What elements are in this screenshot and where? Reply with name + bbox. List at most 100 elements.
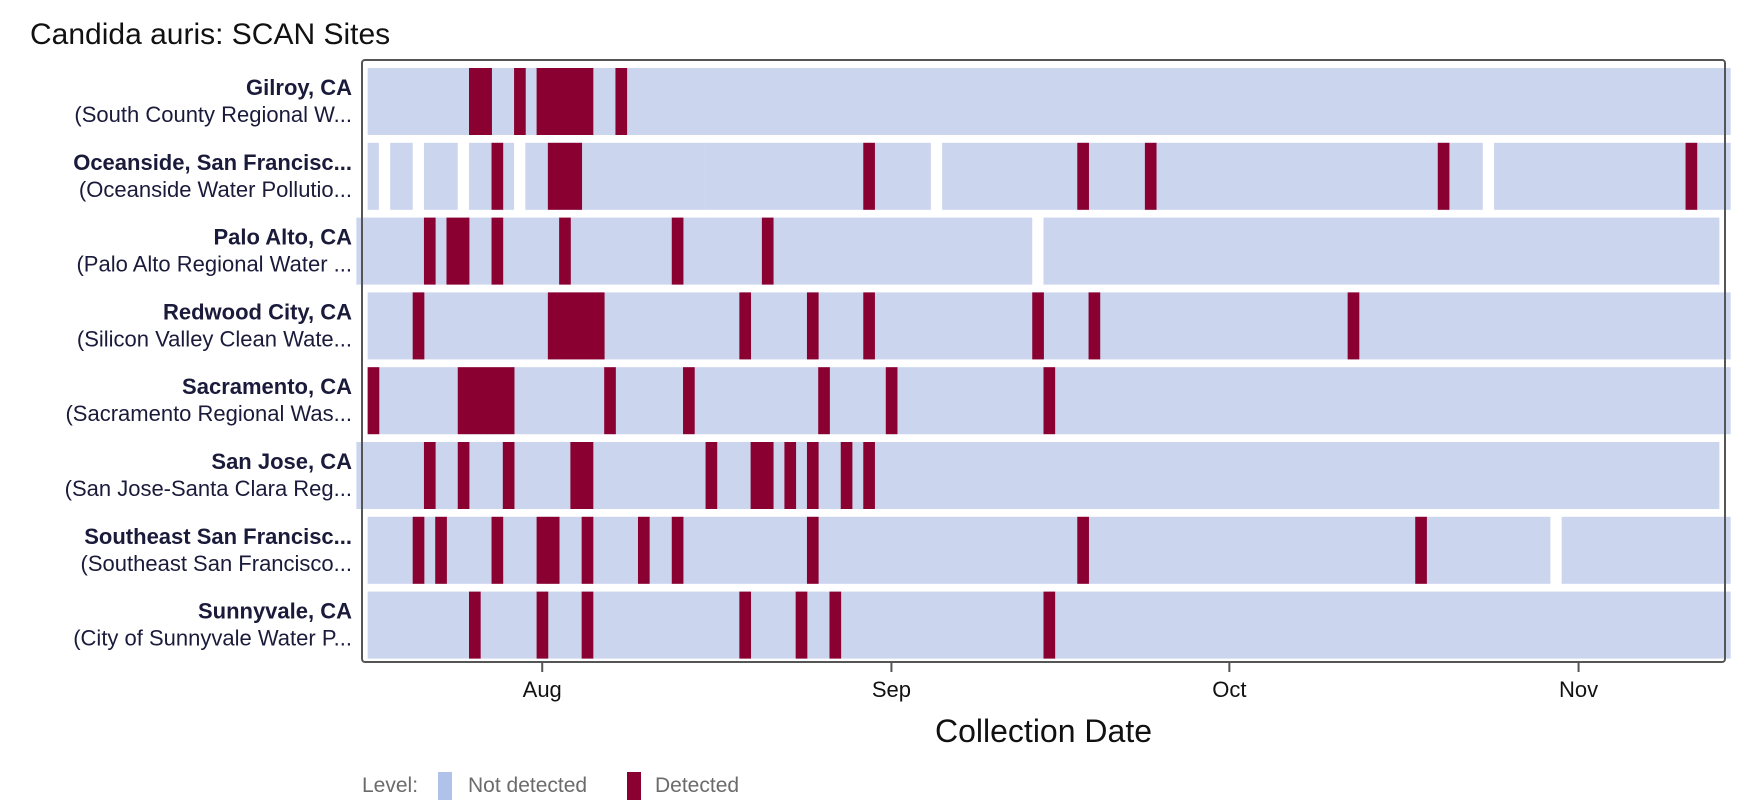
detected-cell [1077,516,1089,584]
legend-label-not-detected: Not detected [468,774,587,797]
detected-cell [446,217,459,285]
detected-cell [412,516,425,584]
not-detected-segment [390,142,413,210]
detected-cell [581,442,594,509]
detected-cell [570,442,583,509]
detected-cell [559,217,571,285]
detected-cell [547,142,560,210]
detected-cell [705,442,718,509]
detected-cell [806,442,819,509]
detected-cell [1043,367,1056,435]
detected-cell [795,591,808,659]
detected-cell [367,367,380,435]
heatmap-row [356,217,1720,285]
detected-cell [739,292,752,360]
legend-label-detected: Detected [655,774,739,797]
detected-cell [570,292,583,360]
site-name-label: Palo Alto, CA [213,225,352,250]
detected-cell [559,292,571,360]
heatmap-row [356,442,1720,509]
legend-swatch-not-detected [438,772,452,800]
detected-cell [840,442,853,509]
not-detected-segment [1043,217,1720,285]
detected-cell [559,68,571,135]
detected-cell [739,591,752,659]
detected-cell [1032,292,1044,360]
detected-cell [491,217,504,285]
not-detected-segment [367,142,379,210]
detected-cell [423,442,436,509]
site-plant-label: (Sacramento Regional Was... [65,401,352,426]
detected-cell [1088,292,1101,360]
detected-cell [423,217,436,285]
site-name-label: San Jose, CA [211,449,352,474]
detected-cell [412,292,425,360]
detected-cell [671,217,684,285]
detected-cell [570,142,583,210]
heatmap-row [367,142,1731,210]
not-detected-segment [942,142,1483,210]
detected-cell [806,292,819,360]
detected-cell [559,142,571,210]
site-name-label: Southeast San Francisc... [84,524,352,549]
plot-frame [361,59,1726,663]
detected-cell [750,442,763,509]
detected-cell [457,442,470,509]
not-detected-segment [1561,516,1731,584]
x-axis: Aug Sep Oct Nov [523,662,1598,702]
x-tick-label: Sep [872,677,911,702]
detected-cell [863,142,875,210]
detected-cell [581,516,594,584]
detected-cell [1077,142,1089,210]
detected-cell [536,68,549,135]
site-plant-label: (Palo Alto Regional Water ... [76,252,352,277]
detected-cell [480,367,492,435]
detected-cell [491,367,504,435]
site-plant-label: (Southeast San Francisco... [81,551,352,576]
heatmap-row [367,292,1731,360]
chart-title: Candida auris: SCAN Sites [30,18,391,51]
detected-cell [683,367,695,435]
detected-cell [502,442,515,509]
detected-cell [570,68,583,135]
detected-cell [615,68,628,135]
detected-cell [435,516,447,584]
detected-cell [761,217,774,285]
detected-cell [1347,292,1360,360]
detected-cell [457,367,470,435]
x-axis-title: Collection Date [935,713,1152,749]
detected-cell [547,516,560,584]
site-plant-label: (Silicon Valley Clean Wate... [77,326,352,351]
site-plant-label: (South County Regional W... [74,102,352,127]
x-tick-label: Oct [1212,677,1246,702]
heatmap-row [367,68,1731,135]
site-plant-label: (San Jose-Santa Clara Reg... [65,476,352,501]
detected-cell [1043,591,1056,659]
detected-cell [536,516,549,584]
not-detected-segment [423,142,458,210]
detected-cell [457,217,470,285]
detected-cell [829,591,842,659]
site-plant-label: (City of Sunnyvale Water P... [73,626,352,651]
detected-cell [502,367,515,435]
detected-cell [1415,516,1427,584]
detected-cell [592,292,605,360]
site-plant-label: (Oceanside Water Pollutio... [79,177,352,202]
not-detected-segment [356,442,1720,509]
detected-cell [806,516,819,584]
site-labels: Gilroy, CA(South County Regional W... Oce… [65,75,352,651]
detected-cell [536,591,549,659]
detected-cell [1437,142,1450,210]
detected-cell [469,591,481,659]
detected-cell [818,367,830,435]
site-name-label: Oceanside, San Francisc... [73,150,352,175]
detected-cell [784,442,797,509]
detected-cell [581,68,594,135]
heatmap-row [367,367,1731,435]
detected-cell [581,591,594,659]
detected-cell [1685,142,1698,210]
detected-cell [547,68,560,135]
legend-title: Level: [362,774,418,797]
heatmap-row [367,516,1731,584]
